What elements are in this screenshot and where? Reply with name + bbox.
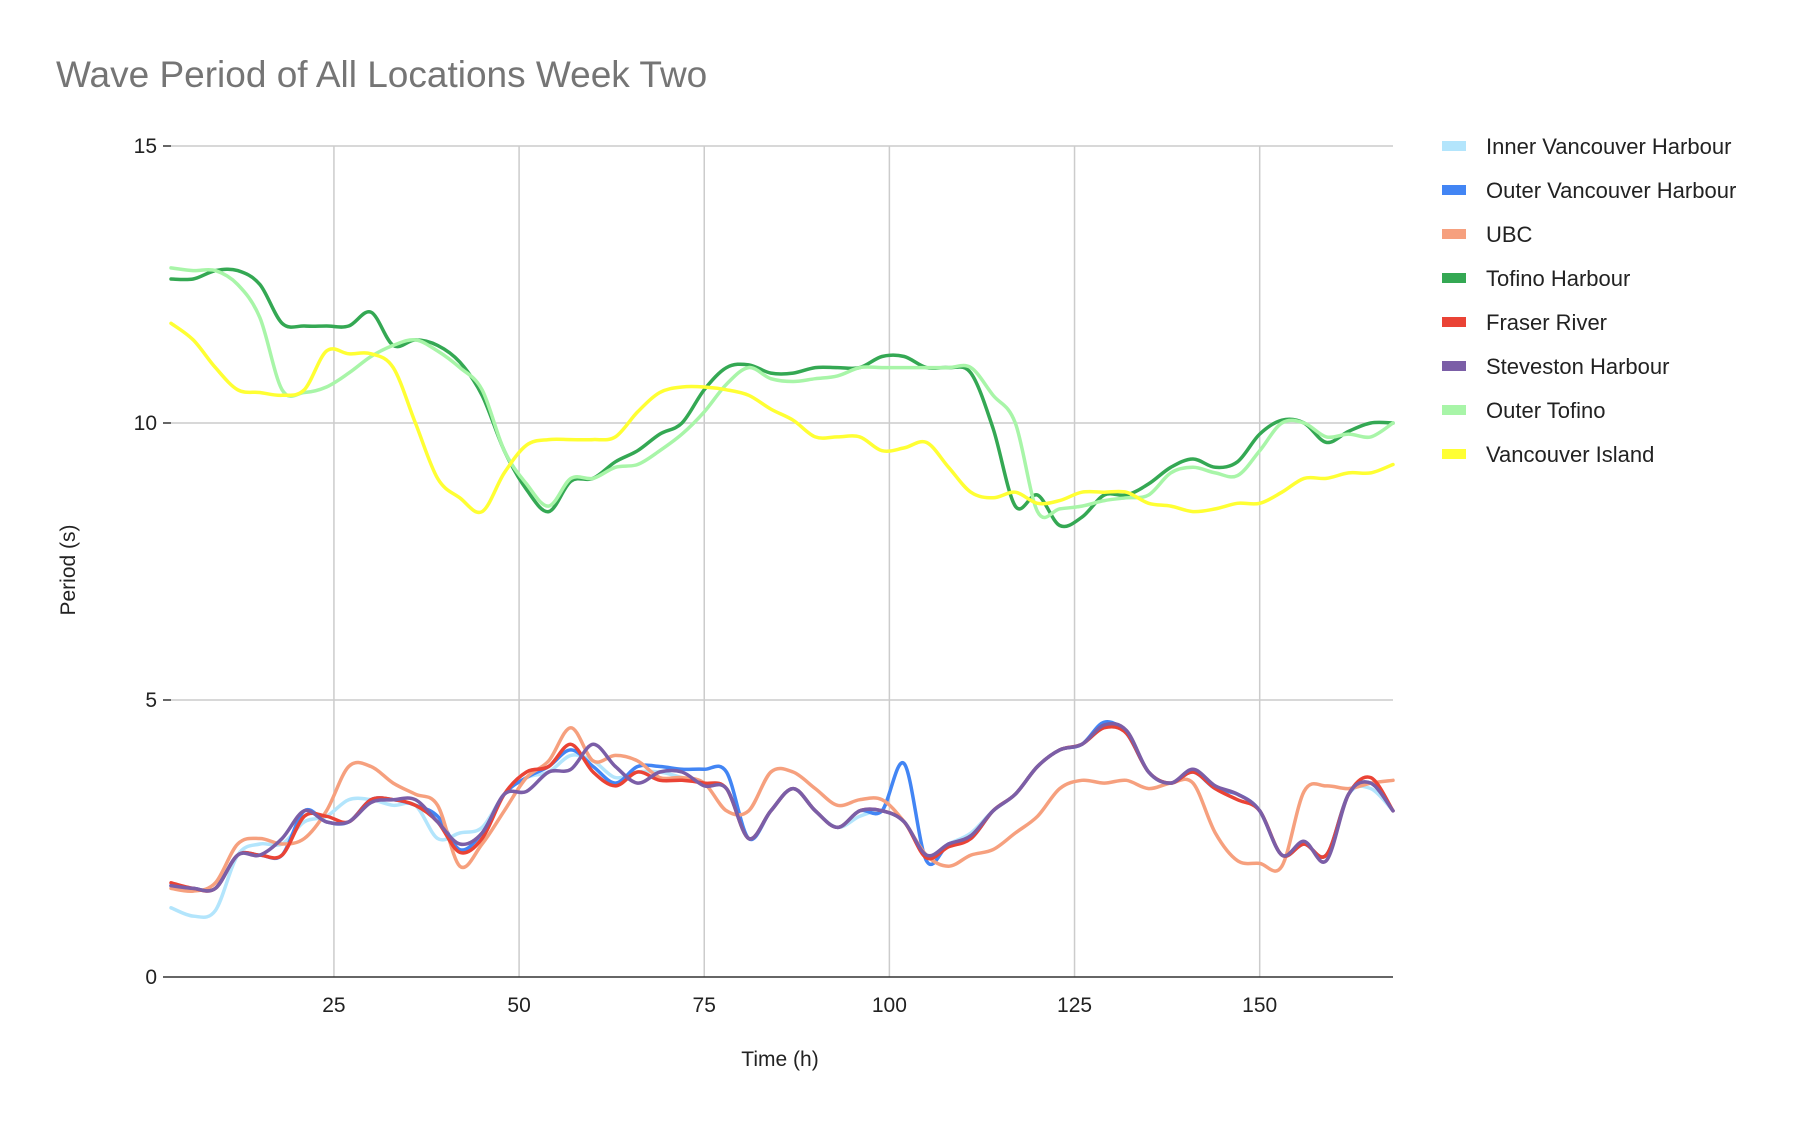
series-line-steveston-harbour	[169, 721, 1395, 893]
legend: Inner Vancouver Harbour Outer Vancouver H…	[1442, 134, 1736, 467]
chart-title: Wave Period of All Locations Week Two	[56, 54, 707, 95]
legend-label-outer-vancouver-harbour: Outer Vancouver Harbour	[1486, 178, 1736, 203]
legend-label-inner-vancouver-harbour: Inner Vancouver Harbour	[1486, 134, 1731, 159]
grid-lines	[171, 145, 1393, 977]
legend-swatch-tofino-harbour	[1442, 273, 1466, 283]
legend-label-ubc: UBC	[1486, 222, 1533, 247]
legend-swatch-outer-vancouver-harbour	[1442, 185, 1466, 195]
x-tick-label: 150	[1242, 994, 1277, 1017]
legend-label-vancouver-island: Vancouver Island	[1486, 442, 1654, 467]
x-tick-label: 50	[507, 994, 530, 1017]
y-axis-label: Period (s)	[57, 524, 80, 615]
legend-swatch-steveston-harbour	[1442, 361, 1466, 371]
x-tick-label: 125	[1057, 994, 1092, 1017]
series-line-outer-vancouver-harbour	[169, 720, 1395, 893]
y-tick-label: 15	[134, 135, 157, 158]
legend-label-steveston-harbour: Steveston Harbour	[1486, 354, 1669, 379]
legend-label-fraser-river: Fraser River	[1486, 310, 1607, 335]
x-tick-label: 25	[322, 994, 345, 1017]
series-line-vancouver-island	[169, 321, 1395, 515]
x-axis-label: Time (h)	[741, 1048, 818, 1071]
legend-swatch-ubc	[1442, 229, 1466, 239]
y-tick-label: 0	[145, 966, 157, 989]
legend-swatch-inner-vancouver-harbour	[1442, 141, 1466, 151]
series-line-tofino-harbour	[169, 267, 1395, 529]
series-line-fraser-river	[169, 724, 1395, 893]
x-tick-label: 75	[693, 994, 716, 1017]
series-line-ubc	[169, 725, 1395, 894]
series-line-outer-tofino	[169, 266, 1395, 520]
legend-swatch-vancouver-island	[1442, 449, 1466, 459]
y-tick-label: 5	[145, 689, 157, 712]
axes: 0 5 10 15 25 50 75 100 125 150	[134, 135, 1393, 1017]
legend-swatch-outer-tofino	[1442, 405, 1466, 415]
y-tick-label: 10	[134, 412, 157, 435]
legend-label-outer-tofino: Outer Tofino	[1486, 398, 1605, 423]
series-lines	[169, 266, 1395, 920]
legend-label-tofino-harbour: Tofino Harbour	[1486, 266, 1630, 291]
legend-swatch-fraser-river	[1442, 317, 1466, 327]
x-tick-label: 100	[872, 994, 907, 1017]
